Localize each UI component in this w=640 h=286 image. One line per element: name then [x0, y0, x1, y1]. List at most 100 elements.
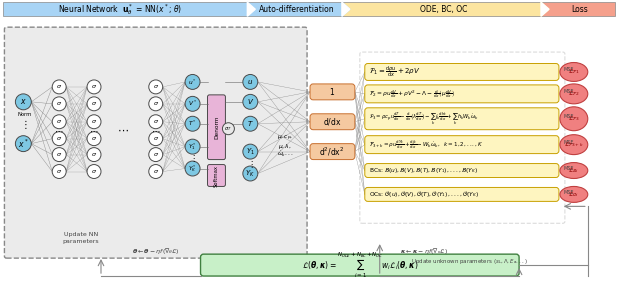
Text: $\boldsymbol{\theta} \leftarrow \boldsymbol{\theta} - \eta f(\nabla_\theta \math: $\boldsymbol{\theta} \leftarrow \boldsym…: [132, 246, 180, 256]
Text: $\mathcal{L}_{\mathcal{F}3}$: $\mathcal{L}_{\mathcal{F}3}$: [568, 114, 580, 123]
Polygon shape: [541, 2, 549, 16]
FancyBboxPatch shape: [247, 2, 342, 16]
Text: $\sigma$: $\sigma$: [56, 168, 62, 175]
Text: $Y_K$: $Y_K$: [245, 168, 255, 179]
Text: $Y_1^*$: $Y_1^*$: [188, 141, 197, 152]
Text: $\sigma$: $\sigma$: [153, 100, 159, 107]
FancyBboxPatch shape: [4, 27, 307, 258]
Circle shape: [243, 74, 258, 90]
Text: $u^*$: $u^*$: [188, 77, 197, 87]
Text: MSE: MSE: [564, 166, 574, 171]
Text: OCs: $\mathcal{O}(u), \mathcal{O}(V), \mathcal{O}(T), \mathcal{O}(Y_1),...,\math: OCs: $\mathcal{O}(u), \mathcal{O}(V), \m…: [369, 189, 479, 199]
Circle shape: [243, 144, 258, 159]
FancyBboxPatch shape: [365, 85, 559, 103]
Ellipse shape: [560, 84, 588, 104]
Text: $\cdots$: $\cdots$: [117, 125, 129, 135]
Circle shape: [87, 80, 101, 94]
Text: $Y_1$: $Y_1$: [246, 146, 255, 157]
Text: Norm: Norm: [17, 112, 32, 117]
Text: $\sigma$: $\sigma$: [56, 100, 62, 107]
Text: ODE, BC, OC: ODE, BC, OC: [420, 5, 467, 14]
FancyBboxPatch shape: [360, 52, 565, 223]
Text: $\sigma$: $\sigma$: [153, 168, 159, 175]
FancyBboxPatch shape: [365, 187, 559, 201]
Text: $\mathcal{L}(\boldsymbol{\theta}, \boldsymbol{\kappa}) = \sum_{i=1}^{N_{ODE}+N_{: $\mathcal{L}(\boldsymbol{\theta}, \bolds…: [301, 250, 418, 280]
Text: BCs: $\mathcal{B}(u), \mathcal{B}(V), \mathcal{B}(T), \mathcal{B}(Y_1),...,\math: BCs: $\mathcal{B}(u), \mathcal{B}(V), \m…: [369, 166, 477, 175]
Circle shape: [243, 94, 258, 109]
Circle shape: [87, 97, 101, 111]
Circle shape: [15, 94, 31, 110]
Text: $\mathcal{F}_1 = \frac{\mathrm{d}\rho u}{\mathrm{d}x} + 2\rho V$: $\mathcal{F}_1 = \frac{\mathrm{d}\rho u}…: [369, 65, 420, 80]
Circle shape: [52, 115, 66, 129]
Text: $\mathcal{L}_{\mathcal{F}1}$: $\mathcal{L}_{\mathcal{F}1}$: [568, 67, 580, 76]
Circle shape: [243, 166, 258, 181]
Text: MSE: MSE: [564, 67, 574, 72]
FancyBboxPatch shape: [207, 95, 225, 160]
Circle shape: [52, 164, 66, 178]
Circle shape: [52, 132, 66, 146]
Ellipse shape: [560, 162, 588, 178]
Text: $\mathrm{d^2/dx^2}$: $\mathrm{d^2/dx^2}$: [319, 145, 345, 158]
Text: $\vdots$: $\vdots$: [20, 118, 27, 131]
Circle shape: [185, 74, 200, 90]
Text: $\boldsymbol{\kappa} \leftarrow \boldsymbol{\kappa} - \eta f(\nabla_\kappa \math: $\boldsymbol{\kappa} \leftarrow \boldsym…: [399, 246, 447, 256]
Text: $\sigma$: $\sigma$: [153, 118, 159, 125]
Circle shape: [185, 161, 200, 176]
Text: $\cdots$: $\cdots$: [54, 125, 64, 134]
FancyBboxPatch shape: [342, 2, 541, 16]
Text: $\sigma$: $\sigma$: [56, 118, 62, 125]
FancyBboxPatch shape: [541, 2, 614, 16]
Text: Softmax: Softmax: [214, 164, 219, 186]
Circle shape: [223, 123, 234, 135]
Text: $\mu, \lambda,$: $\mu, \lambda,$: [278, 142, 292, 151]
Text: $\cdots$: $\cdots$: [151, 125, 161, 134]
Text: $T^*$: $T^*$: [188, 119, 197, 128]
Circle shape: [87, 164, 101, 178]
Ellipse shape: [560, 63, 588, 82]
Circle shape: [148, 97, 163, 111]
Text: $\sigma$: $\sigma$: [91, 151, 97, 158]
Text: MSE: MSE: [564, 90, 574, 94]
Ellipse shape: [560, 135, 588, 155]
Text: $\mathcal{L}_{\mathcal{B}i}$: $\mathcal{L}_{\mathcal{B}i}$: [568, 166, 579, 175]
Circle shape: [185, 116, 200, 131]
Circle shape: [87, 132, 101, 146]
Text: $\sigma$: $\sigma$: [153, 135, 159, 142]
Text: $V$: $V$: [246, 97, 254, 106]
Text: $x^*$: $x^*$: [18, 138, 29, 150]
Text: $\mathcal{L}_{\mathcal{F}2}$: $\mathcal{L}_{\mathcal{F}2}$: [568, 90, 580, 98]
FancyBboxPatch shape: [365, 136, 559, 154]
Circle shape: [185, 96, 200, 111]
Text: $\vdots$: $\vdots$: [247, 159, 253, 170]
Text: Update unknown parameters ($s_L, \Lambda, E_a ...$): Update unknown parameters ($s_L, \Lambda…: [411, 257, 528, 266]
Circle shape: [87, 148, 101, 162]
Text: $\dot{\omega}_k ...$: $\dot{\omega}_k ...$: [276, 150, 294, 159]
Text: $\mathrm{d/dx}$: $\mathrm{d/dx}$: [323, 116, 341, 127]
FancyBboxPatch shape: [365, 108, 559, 130]
Text: $1$: $1$: [329, 86, 335, 97]
Text: $T$: $T$: [247, 119, 253, 128]
Text: $\sigma$: $\sigma$: [91, 100, 97, 107]
Text: $\mu, c_p,$: $\mu, c_p,$: [277, 134, 293, 143]
Text: MSE: MSE: [564, 190, 574, 195]
Text: $\cdots$: $\cdots$: [90, 125, 99, 134]
Text: MSE: MSE: [564, 140, 574, 145]
Text: $\sigma$: $\sigma$: [91, 168, 97, 175]
FancyBboxPatch shape: [365, 164, 559, 178]
Text: $\mathcal{L}_{\mathcal{F}3+k}$: $\mathcal{L}_{\mathcal{F}3+k}$: [564, 140, 584, 149]
FancyBboxPatch shape: [310, 144, 355, 160]
Circle shape: [243, 116, 258, 131]
FancyBboxPatch shape: [200, 254, 519, 276]
Ellipse shape: [560, 107, 588, 131]
Text: Loss: Loss: [572, 5, 588, 14]
Text: Update NN: Update NN: [64, 232, 98, 237]
Circle shape: [148, 164, 163, 178]
Text: Neural Network  $\mathbf{u}_\theta^*$ = NN($x^*$; $\theta$): Neural Network $\mathbf{u}_\theta^*$ = N…: [58, 2, 182, 17]
FancyBboxPatch shape: [310, 84, 355, 100]
Circle shape: [15, 136, 31, 152]
Ellipse shape: [560, 186, 588, 202]
FancyBboxPatch shape: [310, 114, 355, 130]
Text: $\sigma$: $\sigma$: [153, 84, 159, 90]
Circle shape: [52, 148, 66, 162]
Text: $\mathcal{F}_3 = \rho c_p u\frac{\mathrm{d}T}{\mathrm{d}x} - \frac{\mathrm{d}}{\: $\mathcal{F}_3 = \rho c_p u\frac{\mathrm…: [369, 111, 479, 127]
